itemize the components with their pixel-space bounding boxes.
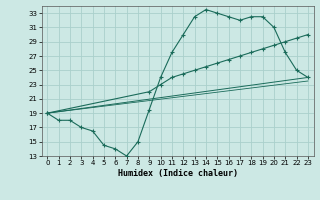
X-axis label: Humidex (Indice chaleur): Humidex (Indice chaleur)	[118, 169, 237, 178]
